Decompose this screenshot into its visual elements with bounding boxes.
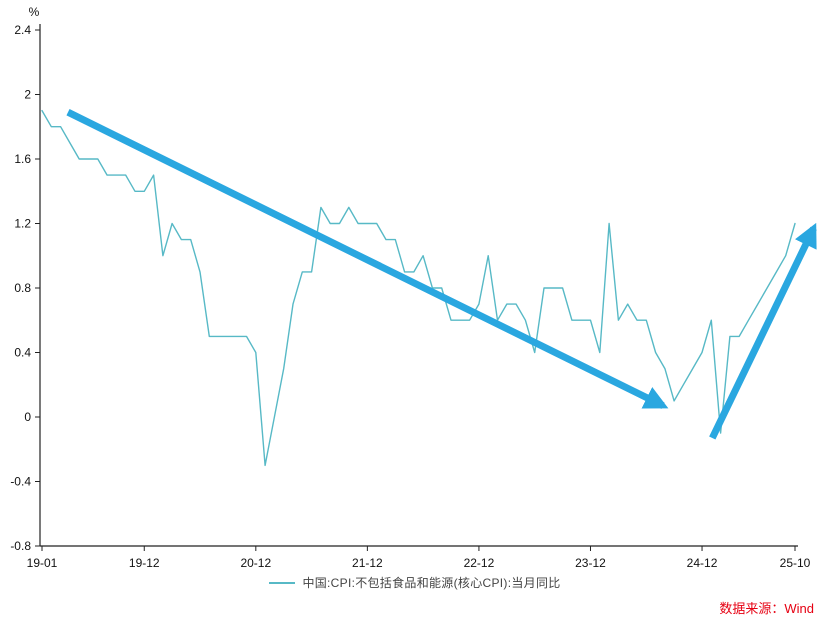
y-tick-label: 1.2 [14, 217, 31, 231]
y-tick-label: 0.8 [14, 281, 31, 295]
x-tick-label: 21-12 [352, 556, 383, 570]
chart-legend: 中国:CPI:不包括食品和能源(核心CPI):当月同比 [0, 574, 830, 591]
x-tick-label: 25-10 [780, 556, 811, 570]
trend-arrow [66, 109, 669, 409]
x-tick-label: 19-12 [129, 556, 160, 570]
cpi-series-line [41, 109, 796, 467]
x-tick-label: 24-12 [687, 556, 718, 570]
y-tick-label: 1.6 [14, 152, 31, 166]
x-tick-label: 19-01 [27, 556, 58, 570]
y-tick-label: 2 [24, 88, 31, 102]
x-tick-label: 20-12 [240, 556, 271, 570]
y-tick-label: -0.8 [10, 539, 31, 553]
y-tick-label: 2.4 [14, 23, 31, 37]
data-source-label: 数据来源：Wind [719, 601, 814, 616]
y-tick-label: 0 [24, 410, 31, 424]
y-tick-label: -0.4 [10, 475, 31, 489]
x-tick-label: 23-12 [575, 556, 606, 570]
x-tick-label: 22-12 [464, 556, 495, 570]
trend-arrow [709, 222, 817, 440]
legend-line-icon [269, 581, 296, 584]
y-axis-unit-label: % [29, 5, 40, 19]
y-tick-label: 0.4 [14, 346, 31, 360]
legend-series-label: 中国:CPI:不包括食品和能源(核心CPI):当月同比 [302, 576, 561, 590]
